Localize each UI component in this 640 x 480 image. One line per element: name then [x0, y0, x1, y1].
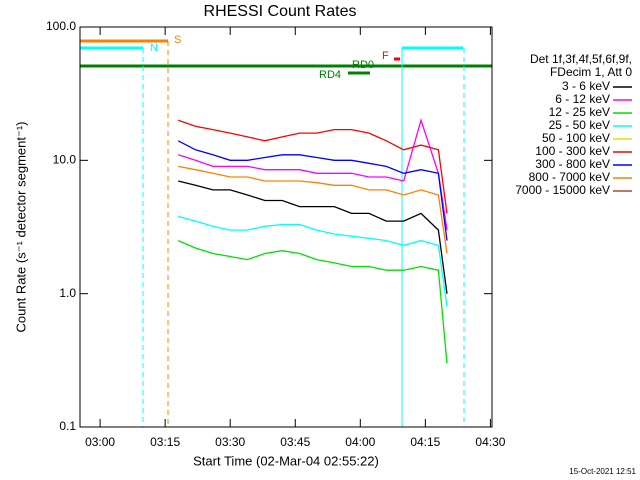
legend-label: 6 - 12 keV: [555, 92, 610, 106]
x-tick-label: 03:45: [280, 435, 310, 449]
series-line: [177, 240, 448, 364]
series-line: [177, 140, 448, 241]
x-tick-label: 04:15: [410, 435, 440, 449]
legend-header: FDecim 1, Att 0: [550, 65, 632, 79]
legend-label: 800 - 7000 keV: [529, 170, 610, 184]
annotation: F: [382, 50, 389, 62]
y-tick-label: 1.0: [59, 286, 76, 300]
series-line: [177, 119, 448, 214]
y-tick-label: 10.0: [53, 153, 77, 167]
series-line: [178, 180, 448, 294]
y-axis-label: Count Rate (s⁻¹ detector segment⁻¹): [13, 122, 28, 333]
x-axis-label: Start Time (02-Mar-04 02:55:22): [193, 453, 379, 468]
series-line: [178, 117, 448, 231]
x-tick-label: 04:30: [475, 435, 505, 449]
series-line: [178, 165, 448, 254]
x-tick-label: 03:30: [215, 435, 245, 449]
y-tick-label: 100.0: [46, 19, 76, 33]
annotation: RD4: [319, 69, 341, 81]
legend-label: 25 - 50 keV: [549, 118, 610, 132]
legend-label: 50 - 100 keV: [542, 131, 610, 145]
x-tick-label: 03:15: [150, 435, 180, 449]
plot-frame: [79, 26, 493, 428]
y-tick-label: 0.1: [59, 419, 76, 433]
legend-label: 100 - 300 keV: [535, 144, 610, 158]
x-tick-label: 03:00: [85, 435, 115, 449]
annotation: N: [150, 42, 158, 54]
annotation: RD0: [352, 59, 374, 71]
chart-title: RHESSI Count Rates: [204, 3, 357, 20]
legend-label: 3 - 6 keV: [562, 79, 610, 93]
annotation: S: [174, 34, 181, 46]
footer: 15-Oct-2021 12:51: [569, 467, 636, 476]
series-line: [178, 215, 448, 307]
legend-label: 300 - 800 keV: [535, 157, 610, 171]
legend-header: Det 1f,3f,4f,5f,6f,9f,: [530, 52, 632, 66]
legend-label: 12 - 25 keV: [549, 105, 610, 119]
legend-label: 7000 - 15000 keV: [515, 183, 610, 197]
x-tick-label: 04:00: [345, 435, 375, 449]
